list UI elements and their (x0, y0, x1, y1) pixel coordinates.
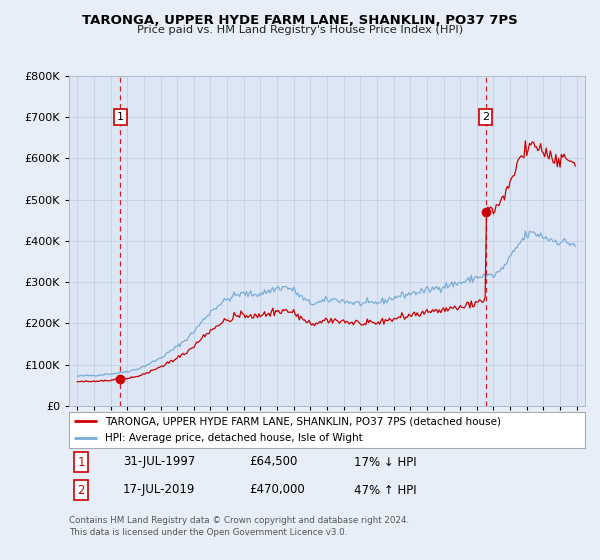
Text: TARONGA, UPPER HYDE FARM LANE, SHANKLIN, PO37 7PS (detached house): TARONGA, UPPER HYDE FARM LANE, SHANKLIN,… (105, 417, 501, 426)
Text: 17% ↓ HPI: 17% ↓ HPI (354, 455, 416, 469)
Text: Price paid vs. HM Land Registry's House Price Index (HPI): Price paid vs. HM Land Registry's House … (137, 25, 463, 35)
Text: Contains HM Land Registry data © Crown copyright and database right 2024.
This d: Contains HM Land Registry data © Crown c… (69, 516, 409, 537)
Text: 47% ↑ HPI: 47% ↑ HPI (354, 483, 416, 497)
Text: 17-JUL-2019: 17-JUL-2019 (123, 483, 196, 497)
Text: TARONGA, UPPER HYDE FARM LANE, SHANKLIN, PO37 7PS: TARONGA, UPPER HYDE FARM LANE, SHANKLIN,… (82, 14, 518, 27)
Text: £470,000: £470,000 (249, 483, 305, 497)
Text: 1: 1 (117, 112, 124, 122)
Text: HPI: Average price, detached house, Isle of Wight: HPI: Average price, detached house, Isle… (105, 433, 363, 443)
Text: 1: 1 (77, 455, 85, 469)
Text: 2: 2 (482, 112, 490, 122)
Text: 31-JUL-1997: 31-JUL-1997 (123, 455, 196, 469)
Text: £64,500: £64,500 (249, 455, 298, 469)
Text: 2: 2 (77, 483, 85, 497)
